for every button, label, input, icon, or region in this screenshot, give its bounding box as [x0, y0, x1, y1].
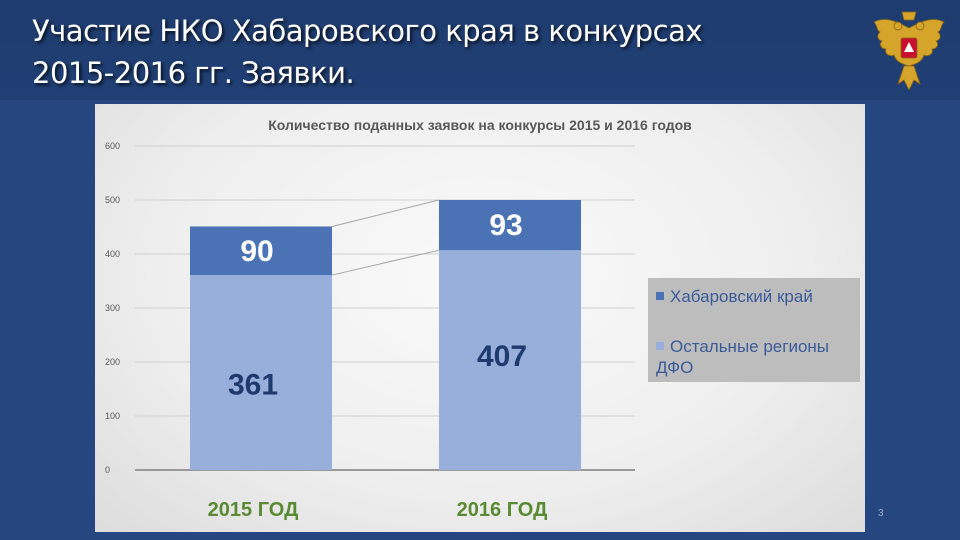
legend-swatch-khabarovsk: [656, 292, 664, 300]
y-tick-label-0: 0: [105, 465, 110, 475]
bar-khabarovsk-2: [439, 200, 581, 251]
legend-item-khabarovsk: Хабаровский край: [656, 286, 813, 307]
chart-legend: Хабаровский край Остальные регионы ДФО: [648, 278, 860, 382]
chart-panel: Количество поданных заявок на конкурсы 2…: [95, 104, 865, 532]
slide-title-line-1: Участие НКО Хабаровского края в конкурса…: [32, 14, 703, 48]
y-tick-label-200: 200: [105, 357, 120, 367]
y-tick-label-300: 300: [105, 303, 120, 313]
legend-label-khabarovsk: Хабаровский край: [670, 287, 813, 306]
category-label-1: 2015 ГОД: [208, 499, 299, 521]
bar-khabarovsk-1: [190, 226, 332, 276]
legend-item-other-regions: Остальные регионы ДФО: [656, 336, 856, 378]
bar-other-regions-1: [190, 275, 332, 470]
data-label-khabarovsk-1: 90: [240, 235, 273, 268]
series-connector-top: [331, 199, 440, 227]
chart-title: Количество поданных заявок на конкурсы 2…: [268, 117, 692, 133]
y-tick-label-600: 600: [105, 141, 120, 151]
russian-coat-of-arms-icon: [873, 11, 945, 91]
title-band: [0, 0, 960, 100]
legend-label-other-regions: Остальные регионы ДФО: [656, 337, 830, 377]
bar-other-regions-2: [439, 250, 581, 470]
data-label-other-regions-2: 407: [477, 340, 527, 373]
y-tick-label-100: 100: [105, 411, 120, 421]
slide-title-line-2: 2015-2016 гг. Заявки.: [32, 56, 355, 90]
legend-swatch-other-regions: [656, 342, 664, 350]
page-number: 3: [878, 508, 884, 519]
category-label-2: 2016 ГОД: [457, 499, 548, 521]
slide-title: Участие НКО Хабаровского края в конкурса…: [32, 10, 832, 94]
series-connector-bottom: [331, 249, 440, 276]
y-tick-label-400: 400: [105, 249, 120, 259]
bar-chart: Количество поданных заявок на конкурсы 2…: [105, 117, 692, 521]
data-label-khabarovsk-2: 93: [489, 209, 522, 242]
y-tick-label-500: 500: [105, 195, 120, 205]
data-label-other-regions-1: 361: [228, 369, 278, 402]
